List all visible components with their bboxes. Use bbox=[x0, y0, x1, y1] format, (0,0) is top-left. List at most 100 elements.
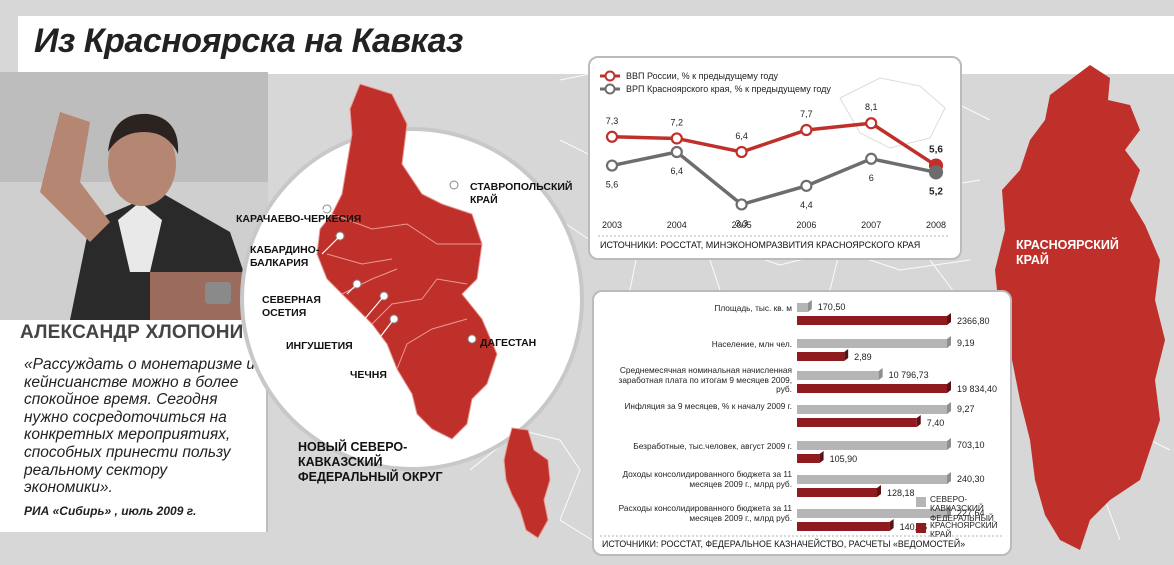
bar-category-text: Расходы консолидированного бюджета за 11… bbox=[618, 504, 792, 523]
bar-nkfo-0 bbox=[797, 303, 808, 312]
bar-nkfo-value-4: 703,10 bbox=[957, 440, 985, 450]
krasnoyarsk-region-shape bbox=[995, 65, 1165, 550]
bar-nkfo-3 bbox=[797, 405, 947, 414]
series-1-point-1 bbox=[670, 145, 683, 159]
bar-nkfo-1 bbox=[797, 339, 947, 348]
series-line-1 bbox=[611, 150, 937, 207]
series-1-label-1: 6,4 bbox=[671, 166, 684, 176]
x-tick-label: 2005 bbox=[732, 220, 752, 230]
bar-chart-svg: Площадь, тыс. кв. м 170,50 2366,80 Населени… bbox=[600, 300, 1002, 549]
series-0-label-3: 7,7 bbox=[800, 109, 813, 119]
series-0-label-4: 8,1 bbox=[865, 102, 878, 112]
legend-label-0: ВВП России, % к предыдущему году bbox=[626, 71, 778, 81]
bar-nkfo-4 bbox=[797, 441, 947, 450]
bar-kk-4 bbox=[797, 454, 820, 463]
bar-nkfo-value-0: 170,50 bbox=[818, 302, 846, 312]
stavropol-marker bbox=[449, 180, 459, 190]
x-tick-label: 2008 bbox=[926, 220, 946, 230]
krasnoyarsk-label: КРАСНОЯРСКИЙ КРАЙ bbox=[1016, 238, 1119, 267]
bar-kk-value-1: 2,89 bbox=[854, 352, 872, 362]
bar-nkfo-value-1: 9,19 bbox=[957, 338, 975, 348]
label-ossetia: СЕВЕРНАЯ ОСЕТИЯ bbox=[262, 294, 321, 319]
x-tick-label: 2007 bbox=[861, 220, 881, 230]
bar-kk-5 bbox=[797, 488, 878, 497]
caucasus-map bbox=[240, 83, 584, 471]
bar-kk-1 bbox=[797, 352, 845, 361]
page-title: Из Красноярска на Кавказ bbox=[34, 22, 463, 60]
bar-nkfo-2 bbox=[797, 371, 879, 380]
bar-legend-text-0: СЕВЕРО-КАВКАЗСКИЙ ФЕДЕРАЛЬНЫЙ ОКРУГ bbox=[930, 495, 994, 521]
series-0-point-3 bbox=[800, 123, 813, 137]
label-kabardino: КАБАРДИНО-БАЛКАРИЯ bbox=[250, 244, 320, 269]
bar-category-label: Расходы консолидированного бюджета за 11… bbox=[618, 504, 792, 523]
nkfo-label: НОВЫЙ СЕВЕРО-КАВКАЗСКИЙ ФЕДЕРАЛЬНЫЙ ОКРУ… bbox=[298, 440, 443, 484]
krasnoyarsk-map bbox=[995, 65, 1165, 550]
comparison-bar-chart: Площадь, тыс. кв. м 170,50 2366,80 Населени… bbox=[594, 292, 1008, 552]
bar-nkfo-6 bbox=[797, 509, 947, 518]
bar-category-label: Безработные, тыс.человек, август 2009 г. bbox=[633, 442, 792, 451]
x-tick-label: 2006 bbox=[796, 220, 816, 230]
bar-nkfo-side-0 bbox=[807, 300, 812, 312]
bar-legend-text-1: КРАСНОЯРСКИЙ КРАЙ bbox=[930, 521, 998, 540]
line-chart-source: ИСТОЧНИКИ: РОССТАТ, МИНЭКОНОМРАЗВИТИЯ КР… bbox=[600, 240, 920, 250]
bar-category-text: Среднемесячная номинальная начисленная з… bbox=[618, 366, 792, 395]
bar-kk-3 bbox=[797, 418, 917, 427]
x-tick-label: 2004 bbox=[667, 220, 687, 230]
chart-bg-map bbox=[839, 77, 946, 149]
bar-nkfo-side-1 bbox=[947, 336, 951, 348]
series-1-label-0: 5,6 bbox=[606, 180, 619, 190]
series-line-0 bbox=[611, 121, 937, 168]
quote-text: «Рассуждать о монетаризме и кейнсианстве… bbox=[24, 356, 256, 497]
series-1-point-2 bbox=[735, 198, 748, 211]
label-stavropol: СТАВРОПОЛЬСКИЙ КРАЙ bbox=[470, 181, 573, 206]
bar-kk-side-2 bbox=[947, 381, 951, 393]
series-1-label-4: 6 bbox=[869, 173, 874, 183]
series-0-point-1 bbox=[670, 132, 683, 145]
bar-category-text: Безработные, тыс.человек, август 2009 г. bbox=[633, 442, 792, 451]
legend-label-1: ВРП Красноярского края, % к предыдущему … bbox=[626, 84, 831, 94]
bar-category-text: Площадь, тыс. кв. м bbox=[714, 304, 792, 313]
bar-category-label: Население, млн чел. bbox=[712, 340, 792, 349]
inset-map bbox=[503, 427, 551, 539]
series-0-label-0: 7,3 bbox=[606, 116, 619, 126]
bar-kk-side-1 bbox=[844, 349, 849, 361]
series-1-point-4 bbox=[865, 152, 878, 165]
bar-legend-swatch-1 bbox=[916, 523, 926, 533]
dagestan-marker bbox=[467, 334, 477, 344]
bar-category-label: Доходы консолидированного бюджета за 11 … bbox=[622, 470, 792, 489]
label-chechnya: ЧЕЧНЯ bbox=[350, 369, 387, 381]
bar-nkfo-side-3 bbox=[947, 402, 951, 414]
series-0-label-1: 7,2 bbox=[671, 117, 684, 127]
bar-category-label: Площадь, тыс. кв. м bbox=[714, 304, 792, 313]
bar-nkfo-value-6: 227,64 bbox=[957, 508, 985, 518]
bar-kk-0 bbox=[797, 316, 947, 325]
bar-nkfo-side-2 bbox=[878, 368, 883, 380]
series-1-label-5: 5,2 bbox=[929, 186, 943, 197]
bar-kk-6 bbox=[797, 522, 890, 531]
bar-category-text: Доходы консолидированного бюджета за 11 … bbox=[622, 470, 792, 489]
bar-kk-value-0: 2366,80 bbox=[957, 316, 990, 326]
bar-category-label: Среднемесячная номинальная начисленная з… bbox=[618, 366, 792, 395]
bar-nkfo-side-4 bbox=[947, 438, 951, 450]
series-0-point-4 bbox=[865, 117, 878, 130]
legend-marker-0 bbox=[604, 70, 616, 82]
gdp-line-chart: ВВП России, % к предыдущему году ВРП Крас… bbox=[598, 70, 950, 250]
bar-kk-2 bbox=[797, 384, 947, 393]
bar-category-label: Инфляция за 9 месяцев, % к началу 2009 г… bbox=[624, 402, 792, 411]
portrait-photo bbox=[0, 72, 268, 320]
bar-kk-side-6 bbox=[889, 519, 894, 531]
bar-legend-label-0: СЕВЕРО-КАВКАЗСКИЙ ФЕДЕРАЛЬНЫЙ ОКРУГ bbox=[930, 495, 994, 521]
bar-nkfo-side-6 bbox=[947, 506, 951, 518]
north-caucasus-region-shape bbox=[316, 83, 498, 440]
bar-nkfo-5 bbox=[797, 475, 947, 484]
series-1-point-5 bbox=[928, 165, 944, 180]
bar-legend-swatch-0 bbox=[916, 497, 926, 507]
bar-nkfo-value-5: 240,30 bbox=[957, 474, 985, 484]
line-chart-card bbox=[588, 56, 962, 260]
bar-nkfo-value-3: 9,27 bbox=[957, 404, 975, 414]
bar-category-text: Инфляция за 9 месяцев, % к началу 2009 г… bbox=[624, 402, 792, 411]
series-1-point-3 bbox=[800, 179, 813, 192]
label-dagestan: ДАГЕСТАН bbox=[480, 337, 537, 349]
series-0-label-5: 5,6 bbox=[929, 145, 943, 156]
bar-kk-value-6: 140,56 bbox=[900, 522, 928, 532]
